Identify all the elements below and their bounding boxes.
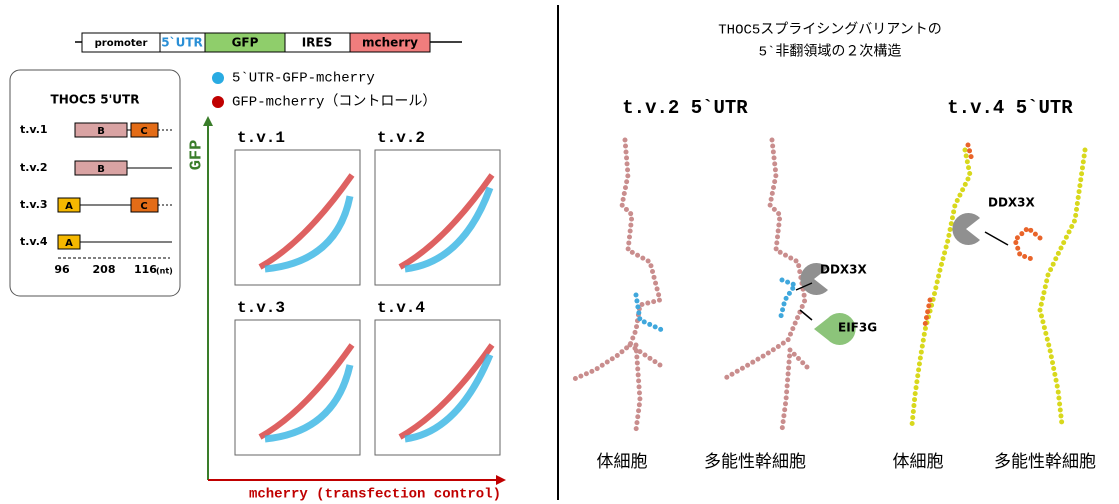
construct: promoter 5`UTR GFP IRES mcherry bbox=[75, 33, 462, 52]
isoform-label: t.v.4 bbox=[20, 235, 48, 248]
isoform-panel: THOC5 5'UTR t.v.1 B C t.v.2 B t.v.3 A C … bbox=[10, 70, 180, 296]
protein-shape bbox=[952, 213, 980, 245]
isoform-title: THOC5 5'UTR bbox=[51, 93, 140, 107]
scale-unit: (nt) bbox=[156, 267, 173, 276]
arrow bbox=[985, 232, 1008, 245]
segment-label: GFP bbox=[232, 36, 259, 50]
structure-title: t.v.4 5`UTR bbox=[947, 97, 1073, 119]
panel-frame bbox=[375, 150, 500, 285]
rna-strand bbox=[722, 140, 810, 430]
cell-label: 体細胞 bbox=[597, 452, 648, 472]
isoform-label: t.v.2 bbox=[20, 161, 48, 174]
rna-strand bbox=[1015, 228, 1040, 260]
exon-label: A bbox=[65, 201, 73, 212]
scale-label: 116 bbox=[134, 263, 157, 276]
figure: promoter 5`UTR GFP IRES mcherry THOC5 5'… bbox=[0, 0, 1119, 504]
right-title: 5`非翻領域の２次構造 bbox=[759, 43, 902, 61]
rna-strand bbox=[572, 140, 660, 430]
legend-label: 5`UTR-GFP-mcherry bbox=[232, 71, 375, 87]
protein-label: EIF3G bbox=[838, 321, 877, 335]
panel-frame bbox=[375, 320, 500, 455]
cell-label: 体細胞 bbox=[893, 452, 944, 472]
x-axis-label: mcherry (transfection control) bbox=[249, 487, 501, 503]
segment-label: promoter bbox=[95, 38, 148, 49]
scatter-panels: t.v.1 t.v.2 t.v.3 t.v.4 bbox=[235, 129, 500, 455]
rna-strand bbox=[780, 280, 795, 320]
y-axis-label: GFP bbox=[187, 140, 206, 171]
exon-label: B bbox=[97, 126, 105, 137]
panel-title: t.v.3 bbox=[237, 299, 285, 317]
isoform-label: t.v.3 bbox=[20, 198, 48, 211]
panel-title: t.v.4 bbox=[377, 299, 425, 317]
exon-label: B bbox=[97, 164, 105, 175]
panel-title: t.v.1 bbox=[237, 129, 285, 147]
segment-label: IRES bbox=[302, 36, 333, 50]
scale-label: 208 bbox=[93, 263, 116, 276]
rna-structures bbox=[572, 140, 1085, 430]
y-arrow bbox=[203, 116, 213, 126]
exon-label: C bbox=[140, 126, 147, 137]
exon-label: C bbox=[140, 201, 147, 212]
protein-label: DDX3X bbox=[820, 263, 868, 277]
protein-label: DDX3X bbox=[988, 196, 1036, 210]
cell-label: 多能性幹細胞 bbox=[994, 451, 1096, 472]
exon-label: A bbox=[65, 238, 73, 249]
rna-strand bbox=[1040, 150, 1085, 425]
legend-label: GFP-mcherry（コントロール） bbox=[232, 94, 436, 111]
segment-label: mcherry bbox=[362, 36, 418, 50]
rna-strand bbox=[912, 150, 970, 425]
panel-title: t.v.2 bbox=[377, 129, 425, 147]
legend-swatch bbox=[212, 96, 224, 108]
isoform-label: t.v.1 bbox=[20, 123, 48, 136]
legend-swatch bbox=[212, 72, 224, 84]
x-arrow bbox=[496, 475, 506, 485]
scale-label: 96 bbox=[54, 263, 70, 276]
arrow bbox=[800, 310, 812, 320]
cell-label: 多能性幹細胞 bbox=[704, 451, 806, 472]
segment-label: 5`UTR bbox=[161, 36, 203, 50]
structure-title: t.v.2 5`UTR bbox=[622, 97, 748, 119]
right-title: THOC5スプライシングバリアントの bbox=[718, 22, 941, 39]
